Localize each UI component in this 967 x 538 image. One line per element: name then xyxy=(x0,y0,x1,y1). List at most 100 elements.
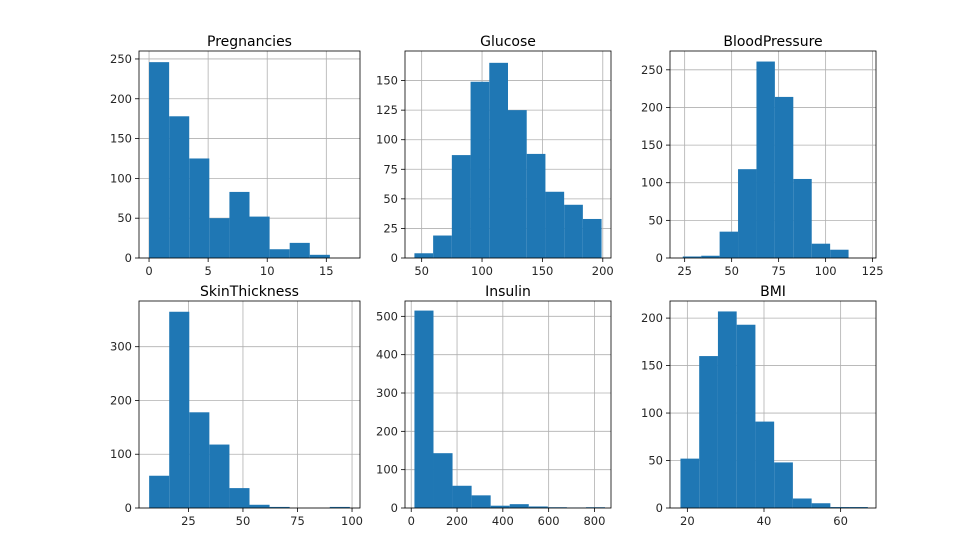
histogram-bar xyxy=(149,475,170,508)
y-tick-label: 50 xyxy=(117,211,132,225)
x-tick-label: 800 xyxy=(583,514,605,528)
y-tick-label: 100 xyxy=(376,133,398,147)
x-tick-label: 10 xyxy=(260,264,275,278)
histogram-bar xyxy=(701,255,720,258)
y-axis-ticks: 0 50 100 150 200 250 xyxy=(110,52,139,265)
y-tick-label: 50 xyxy=(648,213,663,227)
panel-bloodpressure: 25 50 75 100 125 0 50 100 150 200 250 BloodPressure xyxy=(641,34,884,278)
axes-frame xyxy=(669,50,877,259)
histogram-bar xyxy=(736,324,756,508)
histogram-bar xyxy=(329,506,350,508)
y-tick-label: 400 xyxy=(376,348,398,362)
panel-glucose: 50 100 150 200 0 25 50 75 100 125 150 Glucose xyxy=(376,34,614,278)
histogram-bar xyxy=(209,218,230,258)
panel-title: Insulin xyxy=(485,284,531,300)
histogram-bar xyxy=(682,256,702,258)
histogram-bar xyxy=(470,81,490,258)
histogram-bars xyxy=(149,311,350,508)
y-tick-label: 0 xyxy=(656,501,663,515)
x-tick-label: 100 xyxy=(471,264,493,278)
histogram-bar xyxy=(793,178,812,258)
y-tick-label: 0 xyxy=(656,251,663,265)
histogram-bar xyxy=(169,311,190,508)
histogram-bar xyxy=(680,458,700,508)
histogram-bar xyxy=(149,62,170,259)
y-tick-label: 100 xyxy=(110,447,132,461)
axes-frame xyxy=(404,50,612,259)
y-tick-label: 300 xyxy=(376,386,398,400)
histogram-bar xyxy=(756,61,775,259)
histogram-bar xyxy=(433,453,453,508)
x-tick-label: 400 xyxy=(492,514,514,528)
histogram-bar xyxy=(792,498,812,508)
y-tick-label: 150 xyxy=(110,132,132,146)
y-axis-ticks: 0 100 200 300 xyxy=(110,340,139,515)
histogram-bar xyxy=(582,218,602,258)
histogram-bar xyxy=(169,116,190,259)
x-tick-label: 600 xyxy=(538,514,560,528)
x-tick-label: 0 xyxy=(408,514,415,528)
histogram-bar xyxy=(774,462,793,508)
histogram-bar xyxy=(849,507,868,508)
x-axis-ticks: 20 40 60 xyxy=(680,508,848,528)
x-tick-label: 5 xyxy=(204,264,211,278)
histogram-bar xyxy=(545,191,565,258)
panel-title: Pregnancies xyxy=(207,34,292,50)
histogram-bar xyxy=(249,216,270,258)
y-tick-label: 75 xyxy=(383,162,398,176)
y-tick-label: 100 xyxy=(641,406,663,420)
y-tick-label: 0 xyxy=(391,501,398,515)
y-axis-ticks: 0 100 200 300 400 500 xyxy=(376,309,405,515)
x-tick-label: 15 xyxy=(319,264,334,278)
y-tick-label: 0 xyxy=(391,251,398,265)
histogram-bar xyxy=(811,503,831,508)
panel-title: SkinThickness xyxy=(200,284,299,300)
x-tick-label: 125 xyxy=(862,264,884,278)
x-tick-label: 200 xyxy=(446,514,468,528)
y-tick-label: 500 xyxy=(376,309,398,323)
histogram-bar xyxy=(811,243,831,258)
histogram-bars xyxy=(680,311,868,508)
histogram-bar xyxy=(774,96,794,258)
histogram-bar xyxy=(452,485,472,508)
histogram-bar xyxy=(309,254,330,258)
x-tick-label: 20 xyxy=(680,514,695,528)
histogram-bar xyxy=(209,444,230,508)
histogram-bars xyxy=(414,62,602,259)
y-tick-label: 100 xyxy=(376,463,398,477)
x-tick-label: 25 xyxy=(677,264,692,278)
x-tick-label: 40 xyxy=(757,514,772,528)
histogram-bars xyxy=(682,61,849,259)
x-tick-label: 25 xyxy=(181,514,196,528)
y-tick-label: 25 xyxy=(383,221,398,235)
axes-frame xyxy=(404,300,612,509)
histogram-bar xyxy=(509,504,529,508)
histogram-bar xyxy=(490,505,510,508)
y-tick-label: 125 xyxy=(376,103,398,117)
histogram-bar xyxy=(451,155,471,258)
x-tick-label: 50 xyxy=(724,264,739,278)
x-tick-label: 50 xyxy=(414,264,429,278)
y-tick-label: 50 xyxy=(383,192,398,206)
panel-bmi: 20 40 60 0 50 100 150 200 BMI xyxy=(641,284,877,528)
y-tick-label: 150 xyxy=(641,138,663,152)
axes-frame xyxy=(138,300,361,509)
x-tick-label: 0 xyxy=(145,264,152,278)
x-axis-ticks: 50 100 150 200 xyxy=(414,258,614,278)
x-axis-ticks: 25 50 75 100 xyxy=(181,508,363,528)
x-tick-label: 60 xyxy=(833,514,848,528)
histogram-bar xyxy=(738,169,757,258)
y-tick-label: 200 xyxy=(110,92,132,106)
axes-frame xyxy=(669,300,877,509)
axes-frame xyxy=(138,50,361,259)
x-tick-label: 50 xyxy=(236,514,251,528)
panel-title: BloodPressure xyxy=(723,34,822,50)
panel-skinthickness: 25 50 75 100 0 100 200 300 SkinThickness xyxy=(110,284,363,528)
y-tick-label: 0 xyxy=(125,501,132,515)
panel-title: BMI xyxy=(760,284,786,300)
x-tick-label: 100 xyxy=(341,514,363,528)
x-axis-ticks: 0 200 400 600 800 xyxy=(408,508,605,528)
y-tick-label: 250 xyxy=(641,63,663,77)
histogram-bar xyxy=(189,412,210,508)
